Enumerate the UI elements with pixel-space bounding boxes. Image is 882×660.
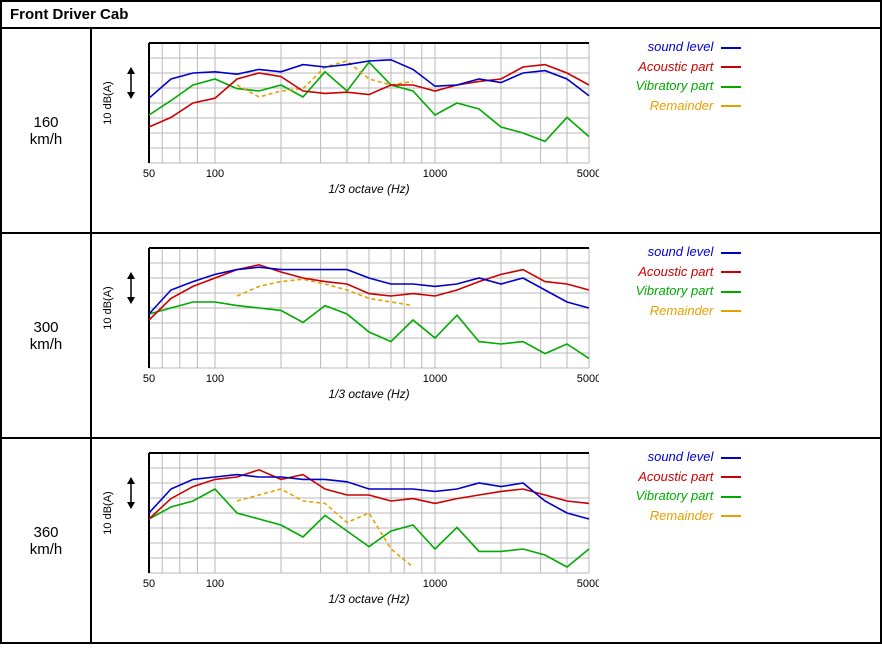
legend-item-vibratory: Vibratory part [607,76,741,96]
line-chart: 50 100 1000 5000 1/3 octave (Hz) 10 dB(A) [94,238,599,433]
chart-cell: 50 100 1000 5000 1/3 octave (Hz) 10 dB(A) sou… [92,29,880,232]
legend-item-sound: sound level [607,447,741,467]
chart-legend: sound level Acoustic part Vibratory part… [599,443,749,525]
line-chart: 50 100 1000 5000 1/3 octave (Hz) 10 dB(A) [94,443,599,638]
x-tick-label: 50 [143,168,155,180]
legend-item-remainder: Remainder [607,96,741,116]
x-tick-label: 50 [143,373,155,385]
x-axis-label: 1/3 octave (Hz) [328,182,409,196]
speed-label: 160km/h [2,29,92,232]
chart-legend: sound level Acoustic part Vibratory part… [599,33,749,115]
chart-cell: 50 100 1000 5000 1/3 octave (Hz) 10 dB(A) sou… [92,234,880,437]
line-chart: 50 100 1000 5000 1/3 octave (Hz) 10 dB(A) [94,33,599,228]
x-tick-label: 100 [206,578,224,590]
x-tick-label: 1000 [423,168,447,180]
legend-item-acoustic: Acoustic part [607,467,741,487]
legend-item-sound: sound level [607,37,741,57]
chart-row: 160km/h 50 100 1000 5000 1/3 octave (Hz) 10 d… [2,29,880,234]
x-tick-label: 5000 [577,373,599,385]
y-axis-label: 10 dB(A) [102,81,114,124]
speed-label: 360km/h [2,439,92,642]
legend-item-acoustic: Acoustic part [607,57,741,77]
legend-item-vibratory: Vibratory part [607,281,741,301]
speed-label: 300km/h [2,234,92,437]
table-title: Front Driver Cab [2,2,880,29]
legend-item-remainder: Remainder [607,506,741,526]
x-tick-label: 5000 [577,168,599,180]
table-container: Front Driver Cab 160km/h 50 100 1000 5000 1/… [0,0,882,644]
x-tick-label: 5000 [577,578,599,590]
y-axis-label: 10 dB(A) [102,286,114,329]
x-tick-label: 100 [206,168,224,180]
legend-item-sound: sound level [607,242,741,262]
chart-legend: sound level Acoustic part Vibratory part… [599,238,749,320]
x-axis-label: 1/3 octave (Hz) [328,592,409,606]
x-tick-label: 100 [206,373,224,385]
legend-item-acoustic: Acoustic part [607,262,741,282]
legend-item-remainder: Remainder [607,301,741,321]
x-tick-label: 1000 [423,373,447,385]
chart-row: 360km/h 50 100 1000 5000 1/3 octave (Hz) 10 d… [2,439,880,642]
x-axis-label: 1/3 octave (Hz) [328,387,409,401]
chart-cell: 50 100 1000 5000 1/3 octave (Hz) 10 dB(A) sou… [92,439,880,642]
legend-item-vibratory: Vibratory part [607,486,741,506]
y-axis-label: 10 dB(A) [102,491,114,534]
x-tick-label: 50 [143,578,155,590]
x-tick-label: 1000 [423,578,447,590]
chart-row: 300km/h 50 100 1000 5000 1/3 octave (Hz) 10 d… [2,234,880,439]
